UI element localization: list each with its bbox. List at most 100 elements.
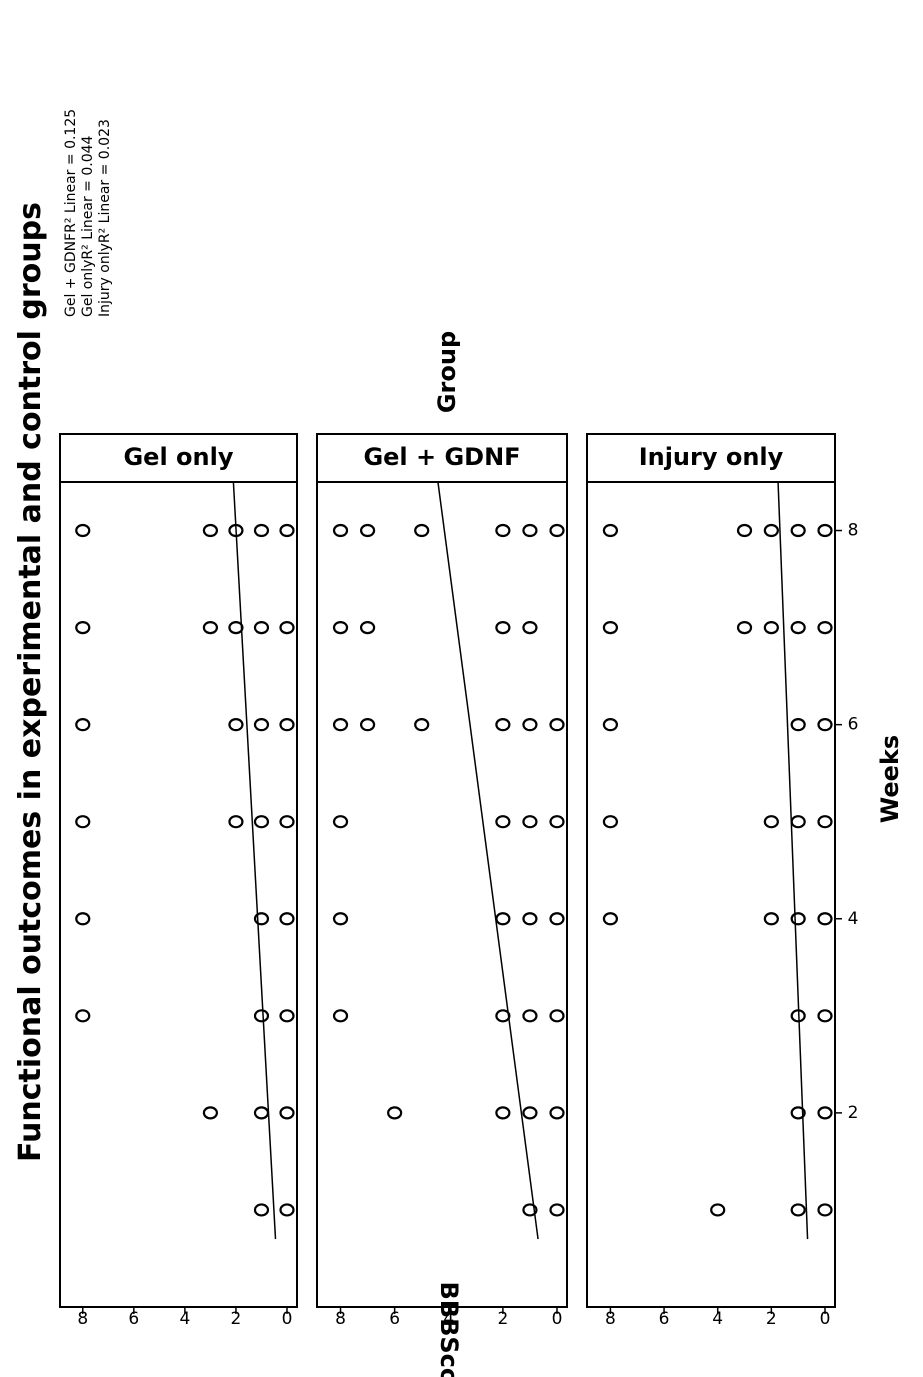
data-point <box>522 523 538 538</box>
data-point <box>279 620 295 635</box>
data-point <box>549 815 565 829</box>
data-point <box>522 1203 538 1217</box>
x-axis-label: Weeks <box>876 735 904 823</box>
data-point <box>359 620 376 635</box>
data-point <box>253 718 270 732</box>
data-point <box>253 912 270 926</box>
y-tick-label: 0 <box>552 1309 563 1329</box>
fit-line <box>437 481 539 1240</box>
data-point <box>253 815 270 829</box>
data-point <box>817 718 833 732</box>
data-point <box>522 815 538 829</box>
x-tick-label: 6 <box>848 715 859 735</box>
y-tick-label: 6 <box>128 1309 139 1329</box>
data-point <box>228 620 244 635</box>
data-point <box>602 815 619 829</box>
data-point <box>495 620 511 635</box>
data-point <box>736 620 753 635</box>
data-point <box>253 1009 270 1023</box>
x-tick-label: 8 <box>848 521 859 541</box>
data-point <box>817 912 833 926</box>
data-point <box>549 523 565 538</box>
data-point <box>522 1009 538 1023</box>
data-point <box>75 912 91 926</box>
data-point <box>602 620 619 635</box>
y-tick-label: 8 <box>335 1309 346 1329</box>
group-label: Group <box>433 331 461 413</box>
data-point <box>790 1106 806 1120</box>
y-tick-label: 8 <box>77 1309 88 1329</box>
data-point <box>790 523 806 538</box>
panel-label: Gel + GDNF <box>363 443 520 471</box>
data-point <box>522 912 538 926</box>
data-point <box>817 620 833 635</box>
plot-frame <box>316 481 568 1308</box>
data-point <box>202 620 219 635</box>
data-point <box>602 523 619 538</box>
data-point <box>75 815 91 829</box>
data-point <box>279 718 295 732</box>
data-point <box>790 912 806 926</box>
y-tick-label: 6 <box>659 1309 670 1329</box>
data-point <box>332 523 349 538</box>
data-point <box>495 1106 511 1120</box>
y-tick-label: 2 <box>766 1309 777 1329</box>
x-tick-label: 2 <box>848 1103 859 1123</box>
data-point <box>332 718 349 732</box>
panel-strip <box>316 433 568 483</box>
y-tick-label: 4 <box>179 1309 190 1329</box>
fit-line <box>232 481 277 1240</box>
legend-entry: Gel onlyR² Linear = 0.044 <box>80 135 96 317</box>
data-point <box>602 718 619 732</box>
y-axis-label: BBBScore <box>435 1282 463 1377</box>
data-point <box>228 815 244 829</box>
data-point <box>817 523 833 538</box>
data-point <box>332 815 349 829</box>
data-point <box>549 1203 565 1217</box>
data-point <box>359 523 376 538</box>
data-point <box>202 1106 219 1120</box>
data-point <box>279 912 295 926</box>
y-tick-label: 6 <box>389 1309 400 1329</box>
data-point <box>549 718 565 732</box>
data-point <box>228 718 244 732</box>
data-point <box>549 912 565 926</box>
data-point <box>495 1009 511 1023</box>
data-point <box>332 912 349 926</box>
data-point <box>763 912 779 926</box>
y-tick-label: 0 <box>282 1309 293 1329</box>
data-point <box>332 1009 349 1023</box>
data-point <box>710 1203 726 1217</box>
data-point <box>75 523 91 538</box>
data-point <box>790 1203 806 1217</box>
data-point <box>763 815 779 829</box>
data-point <box>602 912 619 926</box>
data-point <box>202 523 219 538</box>
data-point <box>763 620 779 635</box>
data-point <box>279 1106 295 1120</box>
data-point <box>763 523 779 538</box>
y-tick-label: 2 <box>497 1309 508 1329</box>
data-point <box>253 1203 270 1217</box>
y-tick-label: 4 <box>712 1309 723 1329</box>
data-point <box>75 718 91 732</box>
data-point <box>817 1106 833 1120</box>
data-point <box>522 718 538 732</box>
data-point <box>279 1009 295 1023</box>
data-point <box>253 523 270 538</box>
data-point <box>522 1106 538 1120</box>
chart-title: Functional outcomes in experimental and … <box>13 202 48 1162</box>
data-point <box>817 1203 833 1217</box>
data-point <box>359 718 376 732</box>
data-point <box>495 718 511 732</box>
data-point <box>279 523 295 538</box>
panel-label: Gel only <box>123 443 233 471</box>
data-point <box>522 620 538 635</box>
fit-line <box>777 481 809 1240</box>
data-point <box>495 815 511 829</box>
x-tick-label: 4 <box>848 909 859 929</box>
data-point <box>75 1009 91 1023</box>
